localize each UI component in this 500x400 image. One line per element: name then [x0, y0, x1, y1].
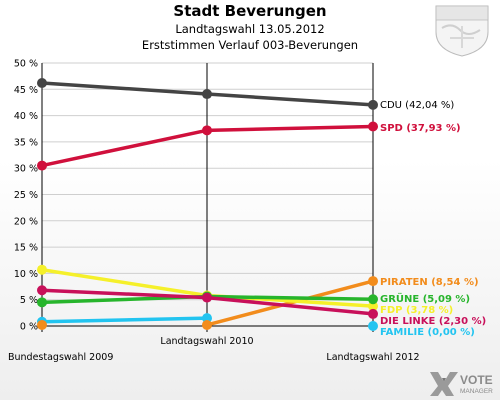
series-line-dielinke: [205, 295, 375, 316]
data-point: [368, 276, 378, 287]
y-tick-label: 45 %: [14, 85, 38, 96]
data-point: [37, 160, 47, 171]
data-point: [368, 121, 378, 132]
data-point: [368, 301, 378, 312]
series-label-cdu: CDU (42,04 %): [380, 100, 454, 111]
y-tick-label: 35 %: [14, 137, 38, 148]
y-tick-label: 20 %: [14, 216, 38, 227]
y-tick-label: 10 %: [14, 269, 38, 280]
series-label-piraten: PIRATEN (8,54 %): [380, 277, 479, 288]
series-label-spd: SPD (37,93 %): [380, 123, 461, 134]
series-label-dielinke: DIE LINKE (2,30 %): [380, 316, 486, 327]
chart-subtitle-district: Erststimmen Verlauf 003-Beverungen: [141, 38, 359, 52]
data-point: [202, 125, 212, 136]
y-tick-label: 5 %: [20, 295, 38, 306]
series-line-cdu: [40, 81, 209, 96]
data-point: [368, 321, 378, 331]
data-point: [202, 319, 212, 330]
data-point: [202, 292, 212, 303]
series-label-familie: FAMILIE (0,00 %): [380, 327, 475, 338]
data-point: [202, 313, 212, 324]
data-point: [37, 285, 47, 296]
logo-text-manager: MANAGER: [460, 388, 493, 395]
y-tick-label: 30 %: [14, 164, 38, 175]
x-tick-label: Bundestagswahl 2009: [8, 352, 113, 363]
y-tick-label: 15 %: [14, 243, 38, 254]
series-line-spd: [205, 124, 375, 133]
y-tick-label: 25 %: [14, 190, 38, 201]
data-point: [37, 297, 47, 308]
x-tick-label: Landtagswahl 2012: [326, 352, 419, 363]
data-point: [202, 89, 212, 100]
chart-subtitle-election: Landtagswahl 13.05.2012: [175, 22, 325, 36]
data-point: [368, 294, 378, 305]
y-tick-label: 40 %: [14, 111, 38, 122]
logo-text-vote: VOTE: [460, 373, 493, 387]
series-line-cdu: [205, 92, 375, 107]
series-label-fdp: FDP (3,78 %): [380, 305, 453, 316]
series-line-grne: [205, 294, 375, 301]
series-line-dielinke: [40, 288, 209, 300]
data-point: [368, 308, 378, 319]
series-line-familie: [40, 316, 209, 324]
coat-of-arms-emblem: [435, 5, 489, 57]
series-line-piraten: [205, 279, 375, 327]
data-point: [37, 319, 47, 330]
data-point: [368, 99, 378, 110]
data-point: [37, 77, 47, 88]
series-line-spd: [40, 128, 209, 168]
votemanager-logo: VOTE MANAGER: [430, 372, 493, 396]
y-tick-label: 0 %: [20, 322, 38, 333]
x-tick-label: Landtagswahl 2010: [160, 336, 253, 347]
y-tick-label: 50 %: [14, 59, 38, 70]
chart-title: Stadt Beverungen: [173, 2, 327, 20]
data-point: [37, 264, 47, 275]
series-label-grne: GRÜNE (5,09 %): [380, 291, 470, 305]
series-line-fdp: [40, 267, 209, 298]
